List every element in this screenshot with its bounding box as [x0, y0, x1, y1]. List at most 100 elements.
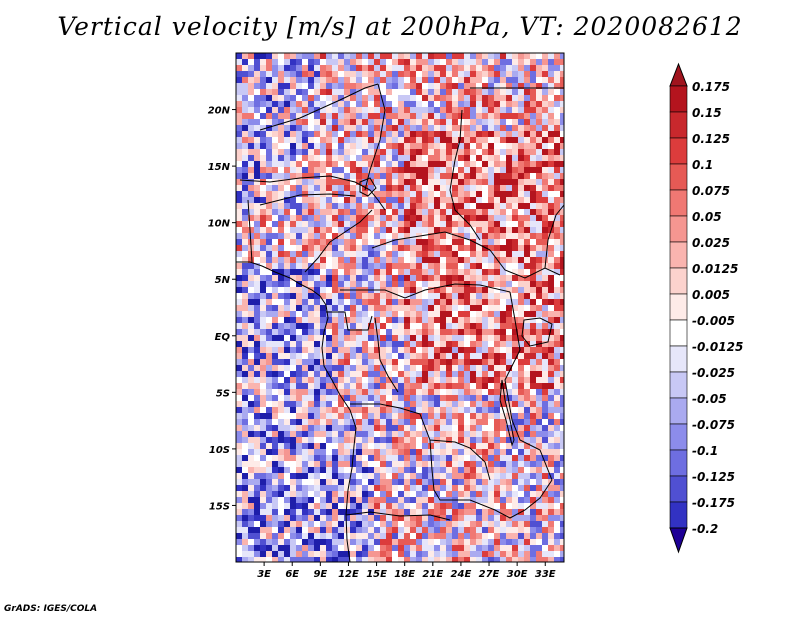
- field-cell: [446, 527, 452, 533]
- field-cell: [404, 137, 410, 143]
- field-cell: [404, 197, 410, 203]
- field-cell: [506, 323, 512, 329]
- field-cell: [446, 407, 452, 413]
- field-cell: [254, 533, 260, 539]
- field-cell: [440, 287, 446, 293]
- field-cell: [284, 101, 290, 107]
- field-cell: [548, 233, 554, 239]
- field-cell: [362, 107, 368, 113]
- field-cell: [302, 227, 308, 233]
- field-cell: [422, 461, 428, 467]
- field-cell: [458, 65, 464, 71]
- field-cell: [452, 251, 458, 257]
- field-cell: [458, 557, 464, 562]
- field-cell: [320, 509, 326, 515]
- field-cell: [428, 371, 434, 377]
- field-cell: [440, 383, 446, 389]
- field-cell: [560, 551, 564, 557]
- field-cell: [266, 263, 272, 269]
- field-cell: [392, 101, 398, 107]
- lon-tick-label: 18E: [394, 569, 415, 580]
- field-cell: [416, 83, 422, 89]
- field-cell: [548, 113, 554, 119]
- field-cell: [482, 539, 488, 545]
- field-cell: [326, 461, 332, 467]
- field-cell: [440, 281, 446, 287]
- field-cell: [488, 311, 494, 317]
- field-cell: [254, 167, 260, 173]
- field-cell: [494, 149, 500, 155]
- field-cell: [296, 335, 302, 341]
- field-cell: [362, 203, 368, 209]
- field-cell: [416, 53, 422, 59]
- field-cell: [326, 455, 332, 461]
- field-cell: [314, 155, 320, 161]
- field-cell: [290, 353, 296, 359]
- field-cell: [470, 335, 476, 341]
- field-cell: [416, 125, 422, 131]
- field-cell: [332, 425, 338, 431]
- field-cell: [236, 239, 242, 245]
- field-cell: [416, 101, 422, 107]
- field-cell: [446, 395, 452, 401]
- field-cell: [302, 383, 308, 389]
- field-cell: [512, 347, 518, 353]
- field-cell: [362, 173, 368, 179]
- field-cell: [284, 311, 290, 317]
- field-cell: [410, 143, 416, 149]
- field-cell: [308, 203, 314, 209]
- field-cell: [500, 173, 506, 179]
- field-cell: [524, 383, 530, 389]
- field-cell: [290, 263, 296, 269]
- field-cell: [242, 383, 248, 389]
- field-cell: [488, 71, 494, 77]
- field-cell: [428, 347, 434, 353]
- field-cell: [398, 131, 404, 137]
- field-cell: [524, 521, 530, 527]
- field-cell: [260, 371, 266, 377]
- field-cell: [374, 131, 380, 137]
- field-cell: [356, 437, 362, 443]
- field-cell: [506, 257, 512, 263]
- field-cell: [266, 437, 272, 443]
- field-cell: [482, 347, 488, 353]
- field-cell: [530, 203, 536, 209]
- field-cell: [458, 257, 464, 263]
- field-cell: [260, 437, 266, 443]
- field-cell: [470, 59, 476, 65]
- field-cell: [368, 395, 374, 401]
- field-cell: [338, 89, 344, 95]
- field-cell: [530, 371, 536, 377]
- field-cell: [410, 527, 416, 533]
- field-cell: [440, 191, 446, 197]
- field-cell: [380, 317, 386, 323]
- border-ethiopia: [544, 204, 564, 269]
- field-cell: [494, 263, 500, 269]
- field-cell: [242, 479, 248, 485]
- field-cell: [236, 65, 242, 71]
- field-cell: [278, 329, 284, 335]
- field-cell: [452, 125, 458, 131]
- field-cell: [344, 389, 350, 395]
- field-cell: [392, 281, 398, 287]
- field-cell: [260, 203, 266, 209]
- field-cell: [260, 257, 266, 263]
- field-cell: [494, 155, 500, 161]
- field-cell: [398, 209, 404, 215]
- field-cell: [260, 449, 266, 455]
- field-cell: [554, 401, 560, 407]
- field-cell: [410, 503, 416, 509]
- field-cell: [242, 335, 248, 341]
- field-cell: [452, 359, 458, 365]
- field-cell: [518, 419, 524, 425]
- field-cell: [314, 323, 320, 329]
- field-cell: [236, 143, 242, 149]
- field-cell: [422, 515, 428, 521]
- field-cell: [446, 533, 452, 539]
- field-cell: [428, 293, 434, 299]
- field-cell: [518, 347, 524, 353]
- field-cell: [440, 233, 446, 239]
- field-cell: [386, 323, 392, 329]
- field-cell: [386, 113, 392, 119]
- field-cell: [338, 239, 344, 245]
